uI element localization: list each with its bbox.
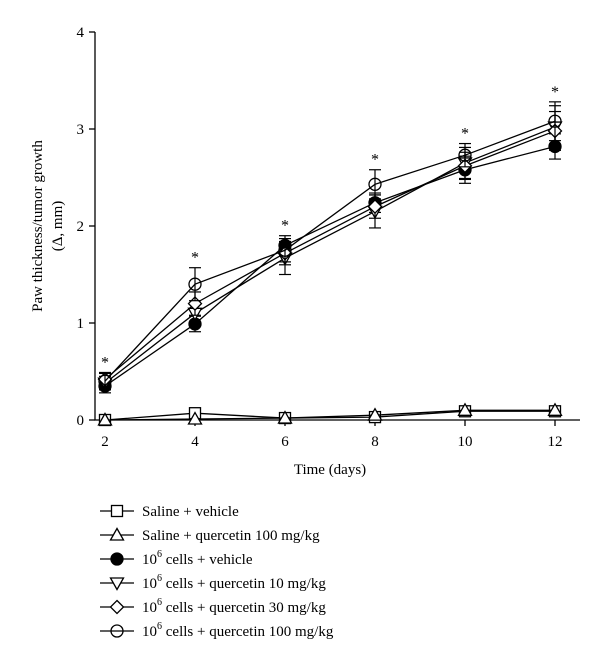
significance-markers: * * * * * * [101,84,559,372]
y-axis-unit: (Δ, mm) [50,201,66,251]
legend-item-2: Saline + quercetin 100 mg/kg [100,527,320,544]
filled-circle-marker [110,552,124,566]
square-marker [110,504,124,518]
chart-legend: Saline + vehicle Saline + quercetin 100 m… [100,504,334,640]
x-tick-label: 2 [101,434,109,450]
y-tick-label: 1 [77,316,85,332]
series-6 [98,101,562,390]
open-circle-marker [110,624,124,638]
x-tick-label: 10 [458,434,473,450]
significance-star: * [461,126,469,143]
y-tick-label: 2 [77,219,85,235]
y-tick-label: 0 [77,413,85,429]
triangle-up-marker [457,402,473,416]
legend-label: 106 cells + quercetin 10 mg/kg [142,573,326,592]
x-tick-label: 4 [191,434,199,450]
triangle-up-marker [97,412,113,426]
x-tick-label: 6 [281,434,289,450]
significance-star: * [371,152,379,169]
legend-item-3: 106 cells + vehicle [100,549,253,568]
chart-series [97,101,563,427]
series-3 [98,133,562,394]
x-axis-title: Time (days) [294,462,366,478]
series-1 [98,405,562,427]
series-line [104,410,555,421]
significance-star: * [551,84,559,101]
open-circle-marker [98,374,112,388]
diamond-marker [109,599,125,615]
triangle-up-marker [109,527,125,541]
open-circle-marker [188,277,202,291]
series-line [104,126,556,384]
diamond-marker [367,199,383,215]
triangle-up-marker [277,410,293,424]
series-4 [97,105,563,391]
significance-star: * [191,250,199,267]
legend-label: Saline + vehicle [142,504,239,520]
triangle-up-marker [367,407,383,421]
legend-label: 106 cells + vehicle [142,549,253,568]
legend-label: Saline + quercetin 100 mg/kg [142,528,320,544]
legend-label: 106 cells + quercetin 100 mg/kg [142,621,334,640]
open-circle-marker [368,177,382,191]
legend-item-1: Saline + vehicle [100,504,239,520]
x-tick-label: 12 [548,434,563,450]
y-axis-title: Paw thickness/tumor growth [30,140,46,312]
open-circle-marker [458,148,472,162]
series-line [104,145,556,387]
series-2 [97,402,563,426]
triangle-up-marker [187,411,203,425]
series-line [104,130,556,380]
open-circle-marker [278,243,292,257]
triangle-up-marker [547,402,563,416]
significance-star: * [281,218,289,235]
series-line [104,120,556,382]
significance-star: * [101,354,109,371]
y-tick-label: 4 [77,25,85,41]
legend-item-4: 106 cells + quercetin 10 mg/kg [100,573,326,592]
legend-label: 106 cells + quercetin 30 mg/kg [142,597,326,616]
series-line [104,409,555,421]
legend-item-6: 106 cells + quercetin 100 mg/kg [100,621,334,640]
legend-item-5: 106 cells + quercetin 30 mg/kg [100,597,326,616]
y-tick-label: 3 [77,122,85,138]
open-circle-marker [548,114,562,128]
triangle-down-marker [109,577,125,591]
x-tick-label: 8 [371,434,379,450]
